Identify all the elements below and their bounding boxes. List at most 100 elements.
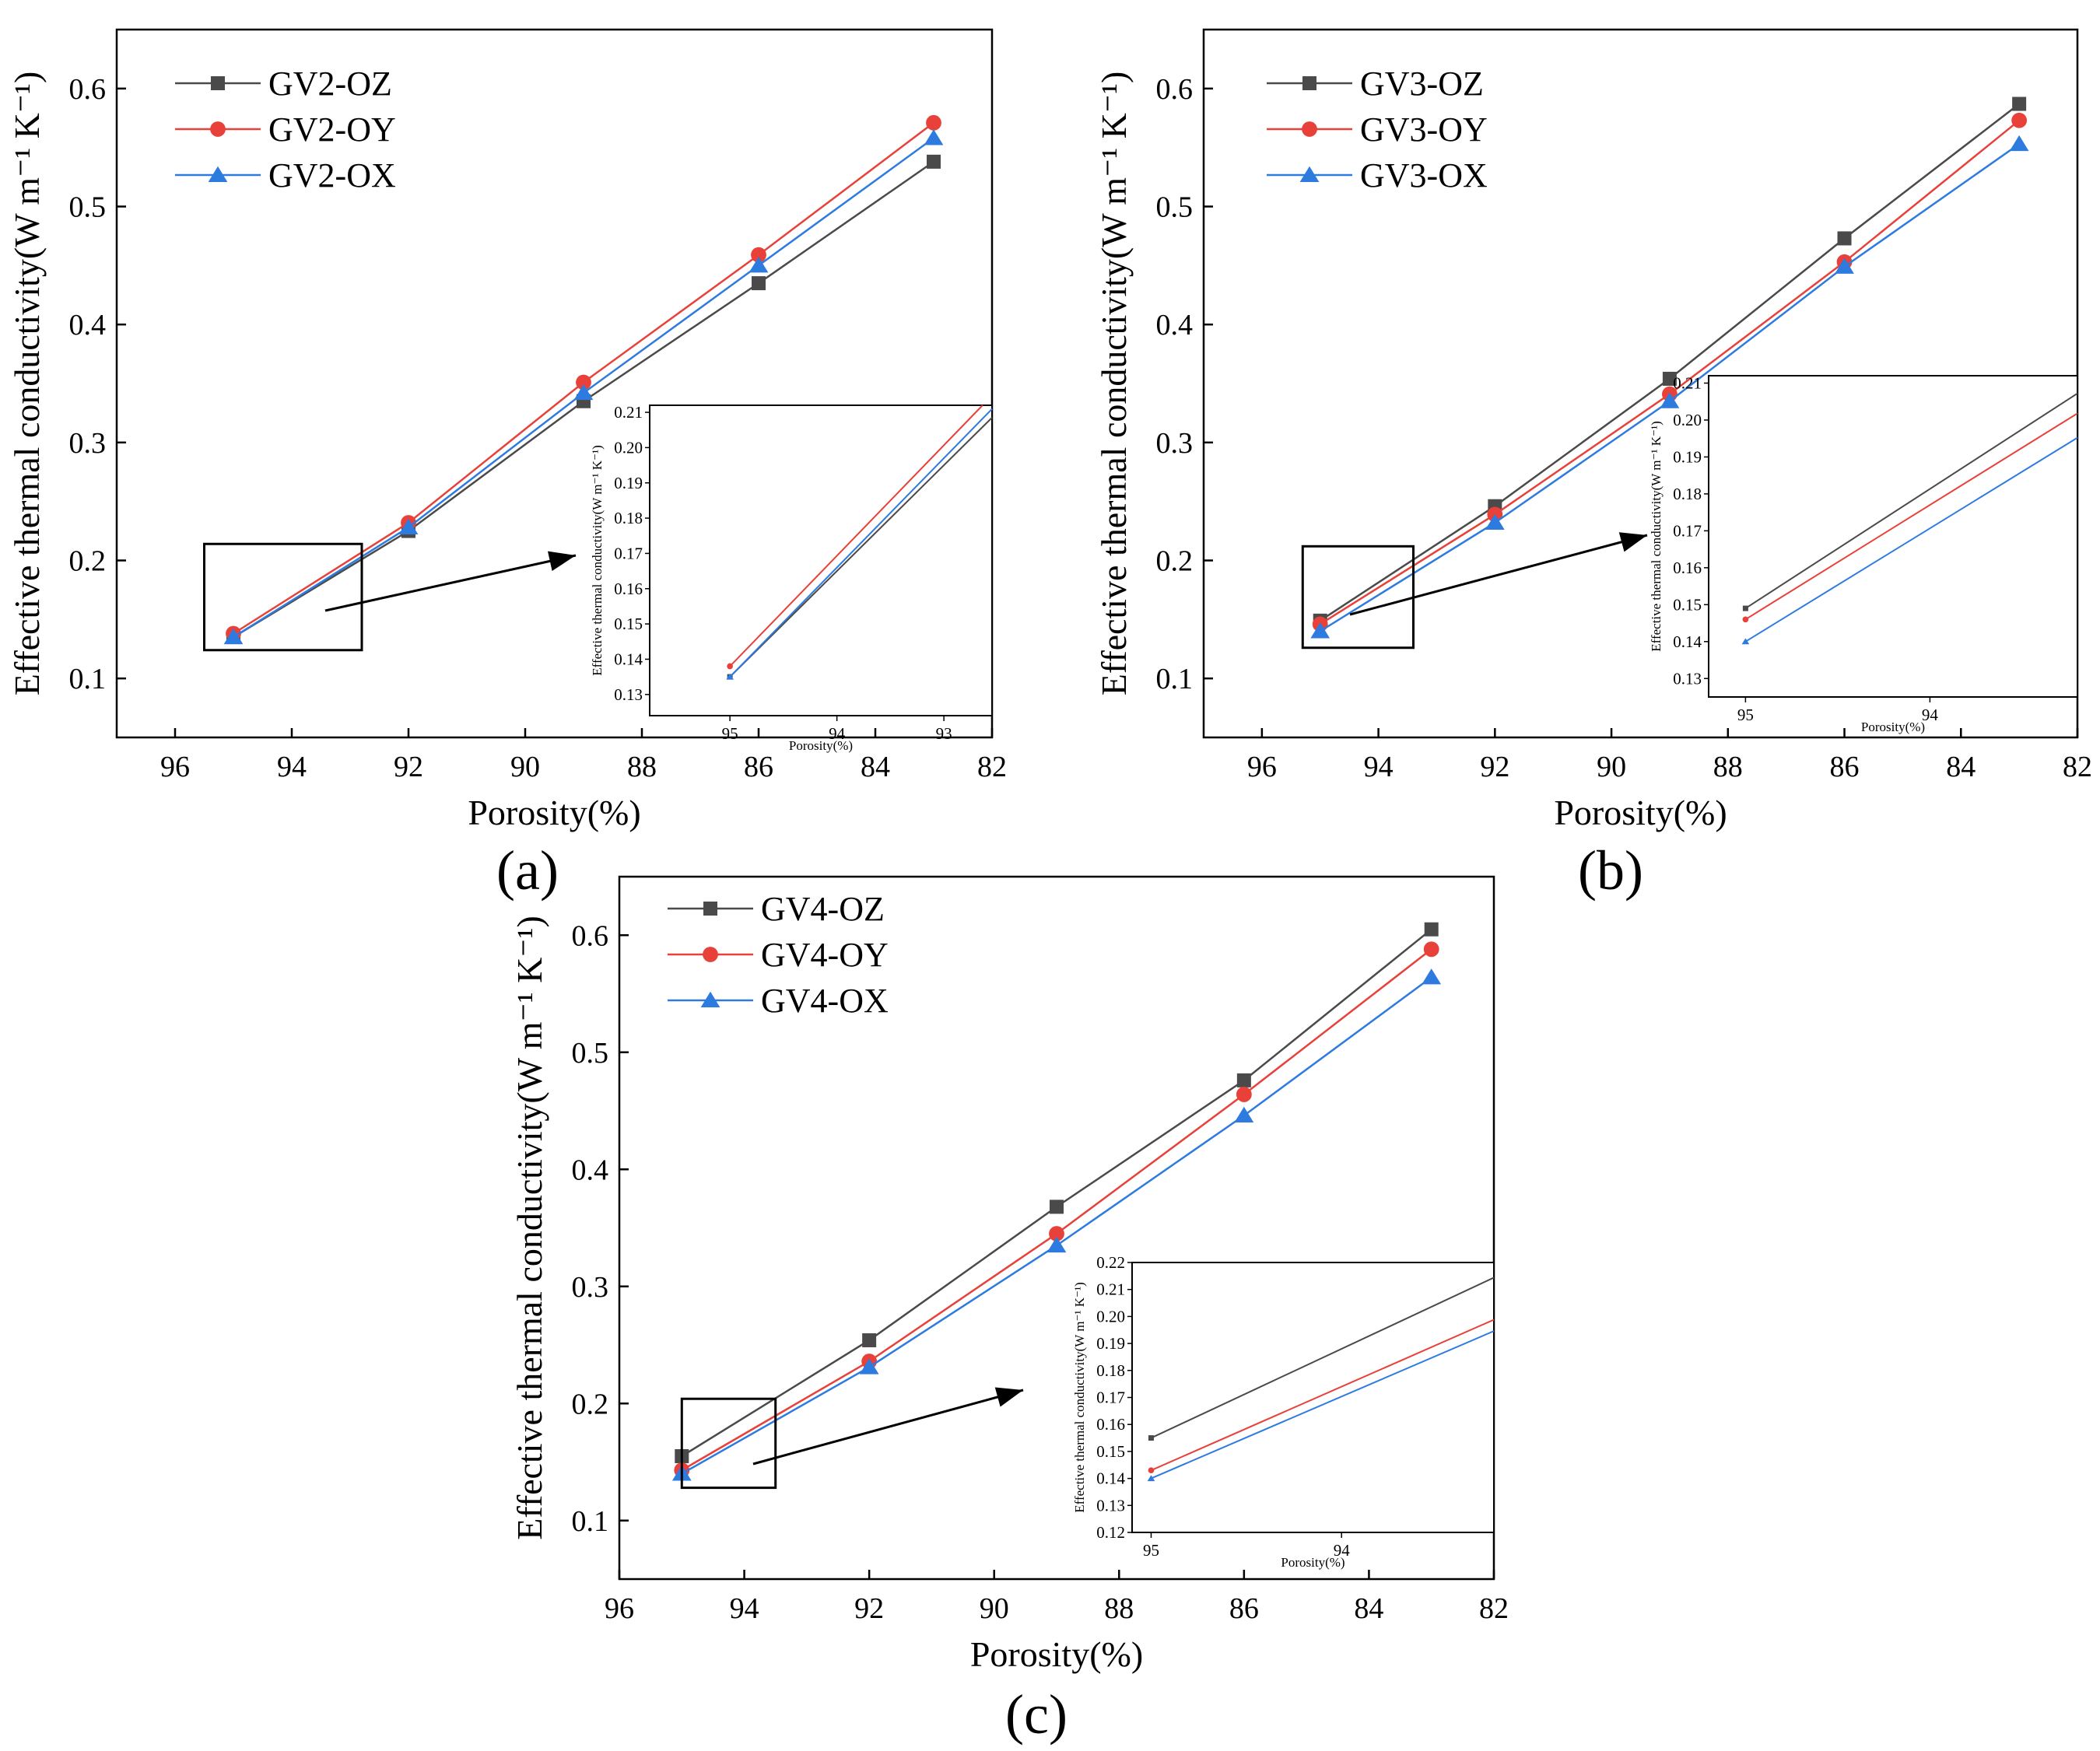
data-point	[1046, 1236, 1067, 1253]
zoom-arrow-head	[994, 1387, 1023, 1407]
inset-y-axis-title: Effective thermal conductivity(W m⁻¹ K⁻¹…	[1072, 1282, 1087, 1513]
data-point	[1837, 231, 1852, 246]
inset-data-point	[1741, 638, 1750, 645]
x-tick-label: 90	[510, 751, 540, 783]
inset-y-tick-label: 0.13	[1096, 1496, 1125, 1515]
x-tick-label: 94	[277, 751, 307, 783]
y-tick-label: 0.1	[572, 1505, 609, 1538]
inset-x-axis-title: Porosity(%)	[789, 738, 853, 753]
x-tick-label: 88	[627, 751, 657, 783]
x-tick-label: 96	[160, 751, 190, 783]
inset-y-tick-label: 0.17	[614, 544, 643, 562]
legend-label: GV2-OZ	[268, 65, 392, 103]
x-tick-label: 94	[1364, 751, 1394, 783]
inset-x-tick-label: 95	[1143, 1541, 1159, 1560]
legend-label: GV2-OY	[268, 110, 396, 149]
y-axis-title: Effective thermal conductivity(W m⁻¹ K⁻¹…	[1094, 72, 1134, 696]
inset-data-point	[1147, 1475, 1155, 1482]
x-tick-label: 96	[605, 1592, 634, 1625]
y-tick-label: 0.6	[572, 919, 609, 952]
inset-frame	[1131, 1262, 1495, 1533]
legend-entry: GV2-OX	[175, 156, 396, 194]
legend-label: GV4-OZ	[761, 890, 885, 928]
inset-y-tick-label: 0.20	[614, 438, 643, 457]
legend-entry: GV3-OZ	[1267, 65, 1484, 103]
inset-y-tick-label: 0.19	[1673, 447, 1702, 466]
inset-series-line	[729, 404, 983, 667]
data-point	[1835, 257, 1854, 274]
y-tick-label: 0.2	[1156, 545, 1194, 578]
data-point	[862, 1333, 877, 1347]
x-tick-label: 82	[977, 751, 1007, 783]
legend-marker	[208, 166, 228, 182]
inset-data-point	[1742, 605, 1748, 611]
inset-y-tick-label: 0.17	[1096, 1389, 1125, 1407]
legend-marker	[700, 991, 720, 1007]
y-axis-title: Effective thermal conductivity(W m⁻¹ K⁻¹…	[510, 916, 549, 1540]
data-point	[926, 114, 941, 131]
x-axis-title: Porosity(%)	[970, 1634, 1143, 1674]
series-oz	[675, 922, 1439, 1463]
inset-y-tick-label: 0.16	[1673, 559, 1702, 577]
chart-2: 96 94 92 90 88 86 84 82 0.1 0.2 0.3 0.4 0.5 0.6 Porosi…	[1094, 28, 2092, 832]
x-tick-label: 86	[1830, 751, 1860, 783]
legend-label: GV4-OX	[761, 982, 889, 1020]
x-tick-label: 82	[1479, 1592, 1509, 1625]
inset-y-tick-label: 0.20	[1096, 1307, 1125, 1326]
data-point	[2011, 112, 2028, 128]
plot-frame	[618, 875, 1495, 1581]
data-point	[1236, 1073, 1251, 1087]
inset-y-tick-label: 0.21	[1673, 373, 1702, 392]
legend-entry: GV4-OY	[668, 936, 889, 974]
inset-frame	[649, 404, 993, 716]
legend-label: GV3-OY	[1360, 110, 1488, 149]
legend-entry: GV4-OX	[668, 982, 889, 1020]
plot-frame	[115, 28, 994, 739]
x-tick-label: 92	[394, 751, 423, 783]
inset-chart: 95 94 0.12 0.13 0.14 0.15 0.16 0.17 0.18 0.19 0.20…	[1072, 1253, 1495, 1570]
legend-entry: GV3-OY	[1267, 110, 1488, 149]
data-point	[398, 518, 419, 535]
inset-series-line	[1744, 436, 2078, 643]
legend-marker	[703, 947, 718, 962]
inset-frame	[1708, 375, 2078, 698]
x-axis-title: Porosity(%)	[1554, 793, 1727, 832]
inset-x-axis-title: Porosity(%)	[1281, 1555, 1344, 1570]
panel-label-c: (c)	[1005, 1683, 1068, 1746]
inset-data-point	[1742, 616, 1749, 623]
data-point	[1050, 1199, 1064, 1214]
inset-series-line	[1744, 392, 2078, 609]
legend-marker	[1302, 121, 1317, 137]
inset-series-line	[1151, 1330, 1495, 1480]
inset-y-tick-label: 0.19	[614, 474, 643, 492]
inset-x-tick-label: 93	[936, 724, 952, 743]
y-tick-label: 0.3	[69, 427, 107, 460]
x-tick-label: 84	[1946, 751, 1976, 783]
data-point	[751, 247, 766, 263]
inset-x-tick-label: 94	[1922, 706, 1939, 724]
legend-entry: GV2-OY	[175, 110, 396, 149]
inset-y-tick-label: 0.13	[1673, 669, 1702, 688]
legend-marker	[1299, 166, 1320, 182]
data-point	[1310, 622, 1330, 639]
inset-y-tick-label: 0.14	[1673, 632, 1702, 651]
x-tick-label: 94	[730, 1592, 759, 1625]
panel-label-b: (b)	[1578, 839, 1643, 902]
inset-x-tick-label: 95	[1737, 706, 1754, 724]
legend-entry: GV4-OZ	[668, 890, 885, 928]
y-tick-label: 0.5	[572, 1037, 609, 1070]
inset-y-tick-label: 0.16	[614, 580, 643, 598]
y-tick-label: 0.4	[69, 309, 107, 341]
x-axis-title: Porosity(%)	[468, 793, 640, 832]
x-tick-label: 96	[1247, 751, 1277, 783]
inset-y-tick-label: 0.12	[1096, 1523, 1125, 1542]
inset-y-tick-label: 0.18	[614, 509, 643, 527]
data-point	[1234, 1106, 1254, 1123]
panel-label-a: (a)	[496, 839, 559, 902]
inset-series-line	[729, 417, 993, 678]
legend-marker	[210, 121, 226, 137]
y-tick-label: 0.6	[1156, 73, 1194, 106]
inset-x-tick-label: 95	[722, 724, 738, 743]
legend-label: GV3-OZ	[1360, 65, 1484, 103]
